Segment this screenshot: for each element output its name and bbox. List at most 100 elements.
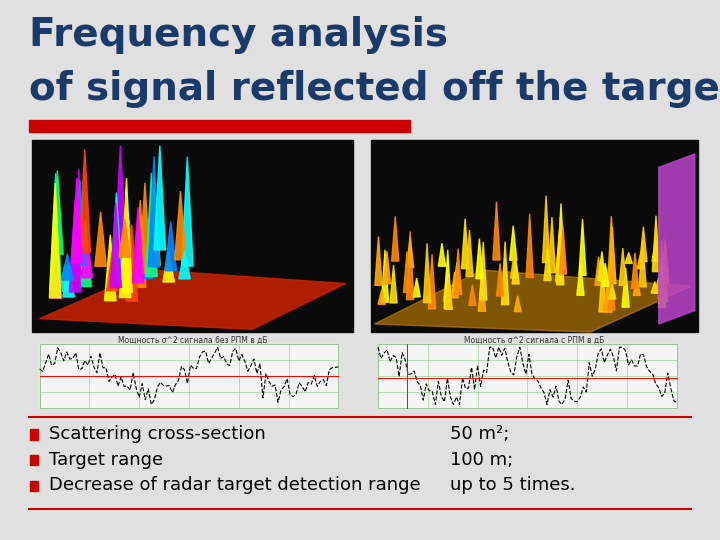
Polygon shape (392, 217, 399, 261)
Polygon shape (52, 171, 63, 254)
Polygon shape (378, 290, 385, 304)
Polygon shape (107, 252, 118, 291)
Polygon shape (637, 252, 644, 269)
Polygon shape (110, 202, 122, 288)
Polygon shape (119, 219, 130, 257)
Polygon shape (111, 192, 122, 283)
Polygon shape (608, 227, 616, 284)
Polygon shape (95, 212, 107, 266)
Text: Мощность σ^2 сигнала без РПМ в дБ: Мощность σ^2 сигнала без РПМ в дБ (118, 336, 268, 345)
Polygon shape (163, 252, 174, 282)
Polygon shape (73, 169, 84, 281)
Polygon shape (557, 217, 564, 285)
Polygon shape (104, 235, 116, 301)
Polygon shape (120, 209, 131, 260)
Bar (30, 455, 38, 465)
Polygon shape (652, 216, 660, 272)
Polygon shape (476, 239, 483, 279)
Polygon shape (451, 272, 458, 298)
Polygon shape (478, 268, 485, 311)
Polygon shape (444, 250, 451, 308)
Polygon shape (454, 248, 462, 294)
Polygon shape (556, 235, 563, 282)
Polygon shape (542, 195, 549, 262)
Text: Мощность σ^2 сигнала с РПМ в дБ: Мощность σ^2 сигнала с РПМ в дБ (464, 336, 604, 345)
Polygon shape (512, 258, 519, 284)
Polygon shape (659, 262, 666, 307)
Text: Scattering cross-section: Scattering cross-section (49, 425, 266, 443)
Polygon shape (62, 254, 73, 280)
Polygon shape (655, 277, 662, 293)
Polygon shape (181, 157, 193, 266)
Polygon shape (121, 178, 132, 292)
Polygon shape (141, 242, 153, 279)
Polygon shape (80, 220, 91, 287)
Polygon shape (69, 200, 81, 292)
Polygon shape (462, 219, 469, 268)
Polygon shape (497, 264, 504, 296)
Polygon shape (120, 228, 131, 298)
Polygon shape (438, 243, 446, 266)
Text: 100 m;: 100 m; (450, 450, 513, 469)
Polygon shape (126, 225, 138, 301)
Polygon shape (602, 263, 609, 286)
Polygon shape (374, 270, 691, 332)
Polygon shape (428, 254, 436, 309)
Polygon shape (469, 285, 476, 306)
Polygon shape (70, 245, 81, 275)
Polygon shape (407, 232, 414, 300)
Text: 50 m²;: 50 m²; (450, 425, 509, 443)
Polygon shape (81, 237, 93, 278)
Polygon shape (544, 248, 551, 280)
Polygon shape (480, 242, 487, 300)
Polygon shape (557, 225, 564, 269)
Polygon shape (423, 244, 431, 302)
Polygon shape (390, 265, 397, 303)
Polygon shape (135, 200, 146, 287)
Polygon shape (383, 251, 390, 284)
Polygon shape (510, 226, 517, 260)
Polygon shape (608, 285, 616, 299)
Polygon shape (135, 215, 147, 272)
Polygon shape (608, 216, 615, 281)
Polygon shape (413, 278, 420, 297)
Polygon shape (559, 227, 567, 274)
Polygon shape (79, 149, 91, 252)
Polygon shape (660, 265, 667, 301)
Text: Target range: Target range (49, 450, 163, 469)
Polygon shape (622, 268, 629, 307)
Polygon shape (640, 227, 647, 262)
Bar (30, 481, 38, 491)
Polygon shape (608, 273, 615, 310)
Polygon shape (71, 178, 83, 263)
Polygon shape (579, 219, 586, 275)
Polygon shape (493, 201, 500, 260)
Polygon shape (502, 241, 509, 305)
Polygon shape (603, 288, 611, 310)
Polygon shape (605, 267, 612, 312)
Polygon shape (599, 267, 606, 312)
Polygon shape (124, 220, 135, 285)
Polygon shape (50, 183, 61, 298)
Polygon shape (625, 252, 632, 264)
Bar (30, 429, 38, 440)
Polygon shape (407, 237, 414, 268)
Polygon shape (514, 296, 521, 312)
Polygon shape (148, 177, 160, 265)
Polygon shape (145, 197, 157, 276)
Polygon shape (139, 183, 150, 273)
Polygon shape (73, 213, 85, 280)
Polygon shape (454, 262, 461, 291)
Polygon shape (132, 207, 144, 282)
Polygon shape (382, 250, 389, 302)
Polygon shape (179, 251, 190, 279)
Polygon shape (59, 265, 71, 291)
Polygon shape (145, 173, 157, 276)
Text: Decrease of radar target detection range: Decrease of radar target detection range (49, 476, 420, 495)
Polygon shape (165, 221, 176, 271)
Polygon shape (577, 263, 584, 295)
Polygon shape (74, 180, 86, 265)
Polygon shape (598, 252, 606, 281)
Polygon shape (445, 278, 452, 309)
Polygon shape (444, 269, 451, 301)
